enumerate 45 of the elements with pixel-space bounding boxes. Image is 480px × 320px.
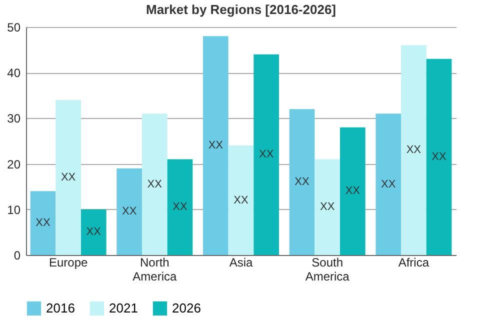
bar bbox=[376, 114, 402, 255]
bar bbox=[203, 36, 228, 255]
bar bbox=[167, 159, 193, 255]
x-tick-label: Africa bbox=[398, 256, 430, 270]
data-label: XX bbox=[294, 176, 310, 188]
y-tick-label: 40 bbox=[7, 66, 21, 80]
data-label: XX bbox=[432, 150, 448, 163]
y-tick-label: 10 bbox=[7, 202, 21, 217]
bar bbox=[80, 209, 106, 255]
bar bbox=[228, 146, 254, 255]
chart-title: Market by Regions [2016-2026] bbox=[146, 2, 336, 17]
bar bbox=[401, 45, 426, 255]
data-label: XX bbox=[208, 140, 224, 152]
data-label: XX bbox=[36, 217, 51, 230]
data-label: XX bbox=[172, 201, 188, 214]
data-label: XX bbox=[345, 185, 361, 198]
data-label: XX bbox=[234, 194, 249, 206]
x-tick-label: Asia bbox=[229, 256, 253, 270]
bar bbox=[116, 168, 142, 255]
legend-label: 2016 bbox=[46, 300, 75, 316]
data-label: XX bbox=[122, 206, 138, 218]
legend-label: 2021 bbox=[109, 300, 138, 316]
x-tick-label: South America bbox=[305, 256, 350, 284]
bar bbox=[289, 109, 315, 255]
data-label: XX bbox=[320, 201, 336, 214]
data-label: XX bbox=[86, 226, 102, 238]
y-tick-label: 30 bbox=[7, 112, 21, 126]
bar bbox=[142, 114, 168, 255]
bar bbox=[426, 58, 452, 255]
x-tick-label: North America bbox=[132, 256, 177, 284]
data-label: XX bbox=[258, 148, 274, 161]
data-label: XX bbox=[406, 144, 422, 156]
data-label: XX bbox=[60, 171, 76, 184]
data-label: XX bbox=[381, 178, 396, 190]
bar bbox=[314, 159, 340, 255]
bar bbox=[254, 54, 279, 255]
y-tick-label: 0 bbox=[14, 248, 21, 262]
bar bbox=[30, 191, 56, 255]
legend-label: 2026 bbox=[172, 300, 201, 316]
bar bbox=[340, 127, 366, 255]
data-label: XX bbox=[147, 178, 163, 190]
bar bbox=[56, 100, 81, 255]
x-tick-label: Europe bbox=[48, 256, 88, 270]
y-tick-label: 20 bbox=[7, 157, 21, 172]
y-tick-label: 50 bbox=[7, 20, 21, 34]
